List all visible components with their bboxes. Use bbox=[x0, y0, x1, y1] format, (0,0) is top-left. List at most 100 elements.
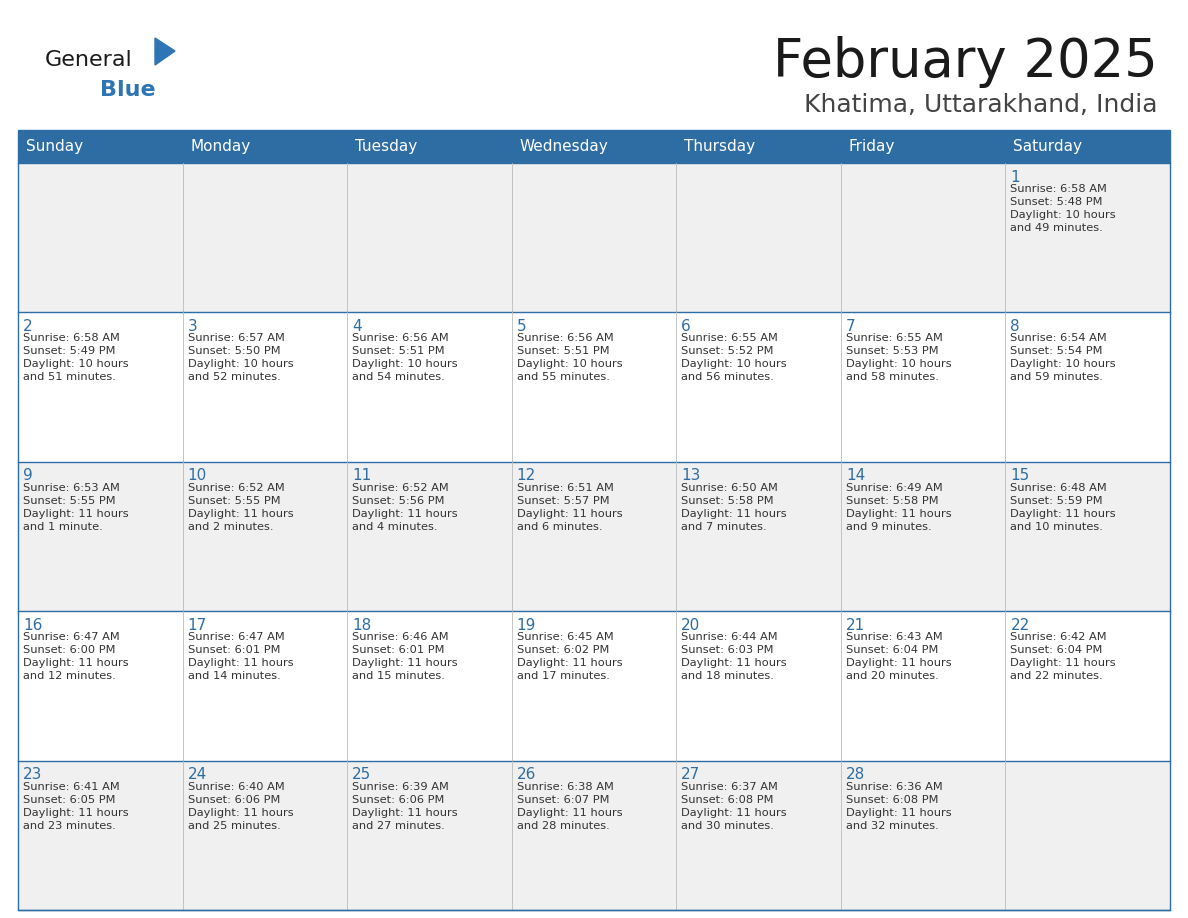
Text: Daylight: 11 hours: Daylight: 11 hours bbox=[846, 658, 952, 668]
Text: Sunset: 5:50 PM: Sunset: 5:50 PM bbox=[188, 346, 280, 356]
Text: Sunrise: 6:47 AM: Sunrise: 6:47 AM bbox=[188, 633, 284, 643]
Text: and 17 minutes.: and 17 minutes. bbox=[517, 671, 609, 681]
Text: Sunrise: 6:55 AM: Sunrise: 6:55 AM bbox=[681, 333, 778, 343]
Text: Daylight: 11 hours: Daylight: 11 hours bbox=[517, 808, 623, 818]
Text: Sunset: 6:02 PM: Sunset: 6:02 PM bbox=[517, 645, 609, 655]
Text: and 10 minutes.: and 10 minutes. bbox=[1011, 521, 1104, 532]
Text: Sunset: 6:08 PM: Sunset: 6:08 PM bbox=[846, 795, 939, 804]
Text: 5: 5 bbox=[517, 319, 526, 334]
Text: Daylight: 11 hours: Daylight: 11 hours bbox=[352, 509, 457, 519]
Text: Sunset: 5:55 PM: Sunset: 5:55 PM bbox=[23, 496, 115, 506]
Text: Sunrise: 6:40 AM: Sunrise: 6:40 AM bbox=[188, 781, 284, 791]
Text: Sunset: 6:08 PM: Sunset: 6:08 PM bbox=[681, 795, 773, 804]
Text: Khatima, Uttarakhand, India: Khatima, Uttarakhand, India bbox=[804, 93, 1158, 117]
Text: Daylight: 11 hours: Daylight: 11 hours bbox=[1011, 658, 1116, 668]
Text: and 59 minutes.: and 59 minutes. bbox=[1011, 373, 1104, 383]
Text: Daylight: 10 hours: Daylight: 10 hours bbox=[23, 360, 128, 369]
Text: 1: 1 bbox=[1011, 170, 1020, 185]
Text: Sunset: 6:05 PM: Sunset: 6:05 PM bbox=[23, 795, 115, 804]
Text: Sunrise: 6:48 AM: Sunrise: 6:48 AM bbox=[1011, 483, 1107, 493]
Text: 10: 10 bbox=[188, 468, 207, 483]
Text: Sunset: 6:06 PM: Sunset: 6:06 PM bbox=[352, 795, 444, 804]
Text: Sunset: 5:56 PM: Sunset: 5:56 PM bbox=[352, 496, 444, 506]
Text: Monday: Monday bbox=[190, 139, 251, 154]
Text: and 14 minutes.: and 14 minutes. bbox=[188, 671, 280, 681]
Text: Sunset: 6:06 PM: Sunset: 6:06 PM bbox=[188, 795, 280, 804]
Text: Daylight: 11 hours: Daylight: 11 hours bbox=[681, 808, 786, 818]
Text: 11: 11 bbox=[352, 468, 372, 483]
Text: Sunrise: 6:56 AM: Sunrise: 6:56 AM bbox=[352, 333, 449, 343]
Text: and 20 minutes.: and 20 minutes. bbox=[846, 671, 939, 681]
Text: 7: 7 bbox=[846, 319, 855, 334]
Text: Daylight: 11 hours: Daylight: 11 hours bbox=[23, 509, 128, 519]
Text: 18: 18 bbox=[352, 618, 372, 633]
Text: and 54 minutes.: and 54 minutes. bbox=[352, 373, 444, 383]
Text: 16: 16 bbox=[23, 618, 43, 633]
Text: Sunrise: 6:43 AM: Sunrise: 6:43 AM bbox=[846, 633, 942, 643]
Text: Daylight: 11 hours: Daylight: 11 hours bbox=[352, 658, 457, 668]
Text: Daylight: 11 hours: Daylight: 11 hours bbox=[517, 658, 623, 668]
Text: Daylight: 11 hours: Daylight: 11 hours bbox=[517, 509, 623, 519]
Text: Sunrise: 6:58 AM: Sunrise: 6:58 AM bbox=[1011, 184, 1107, 194]
Text: Sunset: 6:04 PM: Sunset: 6:04 PM bbox=[846, 645, 939, 655]
Text: and 56 minutes.: and 56 minutes. bbox=[681, 373, 775, 383]
Text: Daylight: 11 hours: Daylight: 11 hours bbox=[846, 509, 952, 519]
Text: Sunset: 5:51 PM: Sunset: 5:51 PM bbox=[517, 346, 609, 356]
Text: Sunrise: 6:41 AM: Sunrise: 6:41 AM bbox=[23, 781, 120, 791]
Text: Wednesday: Wednesday bbox=[519, 139, 608, 154]
Text: Daylight: 10 hours: Daylight: 10 hours bbox=[517, 360, 623, 369]
Text: 4: 4 bbox=[352, 319, 362, 334]
Text: and 55 minutes.: and 55 minutes. bbox=[517, 373, 609, 383]
Text: Sunrise: 6:37 AM: Sunrise: 6:37 AM bbox=[681, 781, 778, 791]
Text: and 15 minutes.: and 15 minutes. bbox=[352, 671, 446, 681]
Text: Daylight: 10 hours: Daylight: 10 hours bbox=[681, 360, 786, 369]
Text: Daylight: 10 hours: Daylight: 10 hours bbox=[188, 360, 293, 369]
Polygon shape bbox=[154, 38, 175, 65]
Text: and 22 minutes.: and 22 minutes. bbox=[1011, 671, 1102, 681]
Text: 13: 13 bbox=[681, 468, 701, 483]
Text: Saturday: Saturday bbox=[1013, 139, 1082, 154]
Text: Sunday: Sunday bbox=[26, 139, 83, 154]
Text: 6: 6 bbox=[681, 319, 691, 334]
Text: 2: 2 bbox=[23, 319, 32, 334]
Text: 20: 20 bbox=[681, 618, 701, 633]
Text: 26: 26 bbox=[517, 767, 536, 782]
Text: Sunrise: 6:49 AM: Sunrise: 6:49 AM bbox=[846, 483, 942, 493]
Text: Daylight: 11 hours: Daylight: 11 hours bbox=[188, 658, 293, 668]
Text: Daylight: 11 hours: Daylight: 11 hours bbox=[681, 509, 786, 519]
Text: Sunset: 5:59 PM: Sunset: 5:59 PM bbox=[1011, 496, 1102, 506]
Text: 9: 9 bbox=[23, 468, 33, 483]
Text: Sunset: 5:53 PM: Sunset: 5:53 PM bbox=[846, 346, 939, 356]
Text: Sunset: 6:00 PM: Sunset: 6:00 PM bbox=[23, 645, 115, 655]
Text: and 25 minutes.: and 25 minutes. bbox=[188, 821, 280, 831]
Text: Sunrise: 6:38 AM: Sunrise: 6:38 AM bbox=[517, 781, 613, 791]
Text: Sunset: 5:58 PM: Sunset: 5:58 PM bbox=[846, 496, 939, 506]
Text: Sunrise: 6:51 AM: Sunrise: 6:51 AM bbox=[517, 483, 613, 493]
Bar bbox=[18, 130, 1170, 910]
Text: 22: 22 bbox=[1011, 618, 1030, 633]
Text: and 1 minute.: and 1 minute. bbox=[23, 521, 102, 532]
Text: Sunrise: 6:57 AM: Sunrise: 6:57 AM bbox=[188, 333, 284, 343]
Text: Sunset: 5:49 PM: Sunset: 5:49 PM bbox=[23, 346, 115, 356]
Text: Sunrise: 6:45 AM: Sunrise: 6:45 AM bbox=[517, 633, 613, 643]
Text: Daylight: 11 hours: Daylight: 11 hours bbox=[188, 509, 293, 519]
Text: and 28 minutes.: and 28 minutes. bbox=[517, 821, 609, 831]
Text: 19: 19 bbox=[517, 618, 536, 633]
Text: and 18 minutes.: and 18 minutes. bbox=[681, 671, 775, 681]
Text: and 49 minutes.: and 49 minutes. bbox=[1011, 223, 1104, 233]
Text: Sunset: 6:01 PM: Sunset: 6:01 PM bbox=[352, 645, 444, 655]
Text: Daylight: 11 hours: Daylight: 11 hours bbox=[23, 808, 128, 818]
Text: and 6 minutes.: and 6 minutes. bbox=[517, 521, 602, 532]
Text: Sunrise: 6:36 AM: Sunrise: 6:36 AM bbox=[846, 781, 942, 791]
Text: Sunrise: 6:55 AM: Sunrise: 6:55 AM bbox=[846, 333, 943, 343]
Bar bbox=[18, 462, 1170, 611]
Text: and 23 minutes.: and 23 minutes. bbox=[23, 821, 115, 831]
Text: Sunset: 6:03 PM: Sunset: 6:03 PM bbox=[681, 645, 773, 655]
Text: and 30 minutes.: and 30 minutes. bbox=[681, 821, 775, 831]
Text: Blue: Blue bbox=[100, 80, 156, 100]
Text: Daylight: 11 hours: Daylight: 11 hours bbox=[1011, 509, 1116, 519]
Text: Sunset: 5:54 PM: Sunset: 5:54 PM bbox=[1011, 346, 1102, 356]
Text: 21: 21 bbox=[846, 618, 865, 633]
Text: 8: 8 bbox=[1011, 319, 1020, 334]
Text: Sunrise: 6:47 AM: Sunrise: 6:47 AM bbox=[23, 633, 120, 643]
